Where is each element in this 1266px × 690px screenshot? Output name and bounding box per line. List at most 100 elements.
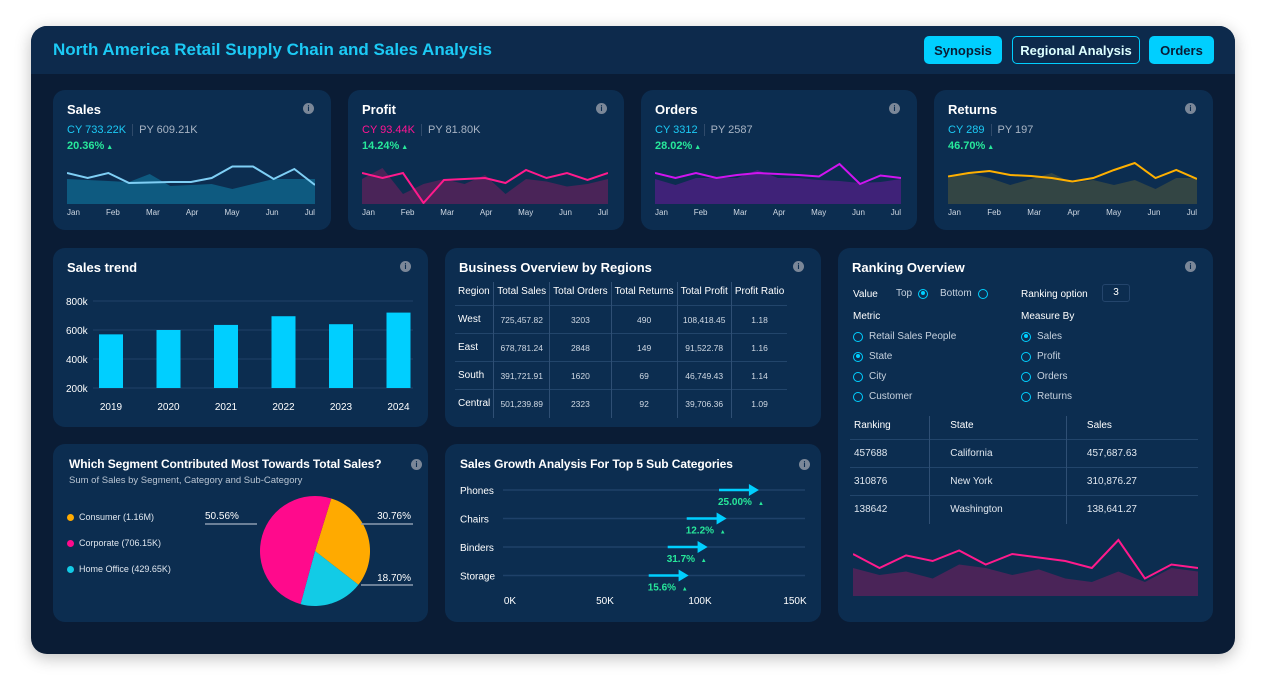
table-cell: 310876 — [850, 467, 930, 496]
nav-orders-button[interactable]: Orders — [1149, 36, 1214, 64]
radio-icon[interactable] — [853, 371, 863, 382]
measure-option[interactable]: Orders — [1021, 371, 1068, 382]
bar-2024 — [386, 312, 411, 388]
prior-year-value: PY 2587 — [710, 124, 753, 136]
info-icon[interactable]: i — [889, 103, 900, 114]
category-label: Binders — [460, 543, 494, 554]
x-tick-label: 2019 — [100, 402, 123, 413]
table-row: West 725,457.82 3203 490 108,418.45 1.18 — [455, 305, 788, 334]
category-label: Chairs — [460, 515, 489, 526]
table-cell: 457688 — [850, 439, 930, 468]
up-arrow-icon: ▲ — [701, 558, 707, 564]
prior-year-area — [853, 564, 1198, 596]
radio-icon[interactable] — [977, 288, 988, 299]
prior-year-value: PY 197 — [997, 124, 1034, 136]
metric-option[interactable]: Retail Sales People — [853, 331, 956, 342]
option-label: Customer — [869, 391, 913, 402]
option-label: Returns — [1037, 391, 1073, 402]
info-icon[interactable]: i — [1185, 261, 1196, 272]
option-label: City — [869, 371, 887, 382]
x-tick-label: 2023 — [330, 402, 353, 413]
month-label: Jan — [655, 208, 668, 217]
up-arrow-icon: ▲ — [682, 587, 688, 593]
ranking-option-input[interactable]: 3 — [1102, 284, 1130, 302]
info-icon[interactable]: i — [400, 261, 411, 272]
sales-growth-card: Sales Growth Analysis For Top 5 Sub Cate… — [445, 444, 821, 622]
month-label: Jun — [852, 208, 865, 217]
metric-option[interactable]: City — [853, 371, 886, 382]
table-cell: Central — [455, 389, 494, 418]
up-arrow-icon: ▲ — [985, 144, 995, 151]
measure-option[interactable]: Returns — [1021, 391, 1072, 402]
radio-icon[interactable] — [853, 391, 863, 402]
month-label: Feb — [693, 208, 708, 217]
table-row: Central 501,239.89 2323 92 39,706.36 1.09 — [455, 389, 788, 418]
growth-percent-label: 25.00% — [718, 497, 752, 508]
table-row: 457688 California 457,687.63 — [850, 439, 1198, 468]
metric-option[interactable]: Customer — [853, 391, 912, 402]
info-icon[interactable]: i — [303, 103, 314, 114]
nav-regional-analysis-button[interactable]: Regional Analysis — [1012, 36, 1140, 64]
info-icon[interactable]: i — [799, 459, 810, 470]
x-tick-label: 0K — [504, 596, 517, 607]
table-cell: 1.16 — [730, 333, 788, 362]
value-top-radio[interactable]: Top — [896, 288, 929, 299]
divider — [990, 124, 992, 136]
table-cell: East — [455, 333, 494, 362]
measure-option[interactable]: Profit — [1021, 351, 1060, 362]
month-label: Feb — [106, 208, 120, 217]
month-axis: Jan Feb Mar Apr May Jun Jul — [948, 208, 1197, 217]
value-bottom-radio[interactable]: Bottom — [940, 288, 988, 299]
pie-slice — [315, 498, 370, 585]
card-title: Profit — [362, 102, 396, 117]
segment-card: Which Segment Contributed Most Towards T… — [53, 444, 428, 622]
radio-selected-icon[interactable] — [918, 288, 929, 299]
arrow-icon — [678, 569, 689, 582]
pie-slice — [300, 551, 359, 606]
category-label: Phones — [460, 486, 494, 497]
current-year-value: CY 93.44K — [362, 124, 416, 136]
table-cell: 501,239.89 — [493, 389, 550, 418]
month-label: Mar — [440, 208, 455, 217]
x-tick-label: 100K — [688, 596, 712, 607]
metric-option[interactable]: State — [853, 351, 892, 362]
radio-icon[interactable] — [1021, 331, 1031, 342]
x-tick-label: 2021 — [215, 402, 238, 413]
month-axis: Jan Feb Mar Apr May Jun Jul — [67, 208, 315, 217]
table-cell: West — [455, 305, 494, 334]
option-label: State — [869, 351, 893, 362]
ranking-chart — [853, 538, 1198, 596]
up-arrow-icon: ▲ — [104, 144, 114, 151]
current-year-line — [948, 161, 1197, 183]
growth-value: 46.70% — [948, 140, 986, 152]
bar-2021 — [214, 324, 238, 388]
radio-icon[interactable] — [853, 331, 863, 342]
table-cell: 46,749.43 — [676, 361, 732, 390]
column-header: Ranking — [854, 420, 891, 431]
info-icon[interactable]: i — [793, 261, 804, 272]
radio-icon[interactable] — [1021, 391, 1031, 402]
sparkline-chart — [948, 161, 1197, 204]
pie-percent-label: 18.70% — [377, 573, 411, 584]
measure-option[interactable]: Sales — [1021, 331, 1062, 342]
table-cell: 2323 — [549, 389, 612, 418]
radio-icon[interactable] — [1021, 371, 1031, 382]
ranking-table: Ranking State Sales 457688 California 457,687… — [850, 416, 1198, 524]
radio-icon[interactable] — [1021, 351, 1031, 362]
radio-label: Bottom — [940, 288, 972, 299]
growth-percent-label: 31.7% — [667, 554, 695, 565]
month-label: May — [224, 208, 240, 217]
nav-synopsis-button[interactable]: Synopsis — [924, 36, 1002, 64]
card-title: Business Overview by Regions — [459, 260, 652, 275]
segment-pie-chart: 30.76% 18.70% 50.56% — [205, 496, 413, 606]
legend-label: Home Office (429.65K) — [79, 564, 171, 574]
info-icon[interactable]: i — [1185, 103, 1196, 114]
month-label: Mar — [145, 208, 160, 217]
sales-trend-chart: 800k 600k 400k 200k 2019 2020 2021 2022 2023 2024 — [66, 297, 413, 413]
current-year-value: CY 289 — [948, 124, 985, 136]
radio-icon[interactable] — [853, 351, 863, 362]
info-icon[interactable]: i — [411, 459, 422, 470]
legend-dot — [67, 565, 74, 573]
pie-slice — [260, 496, 332, 605]
info-icon[interactable]: i — [596, 103, 607, 114]
